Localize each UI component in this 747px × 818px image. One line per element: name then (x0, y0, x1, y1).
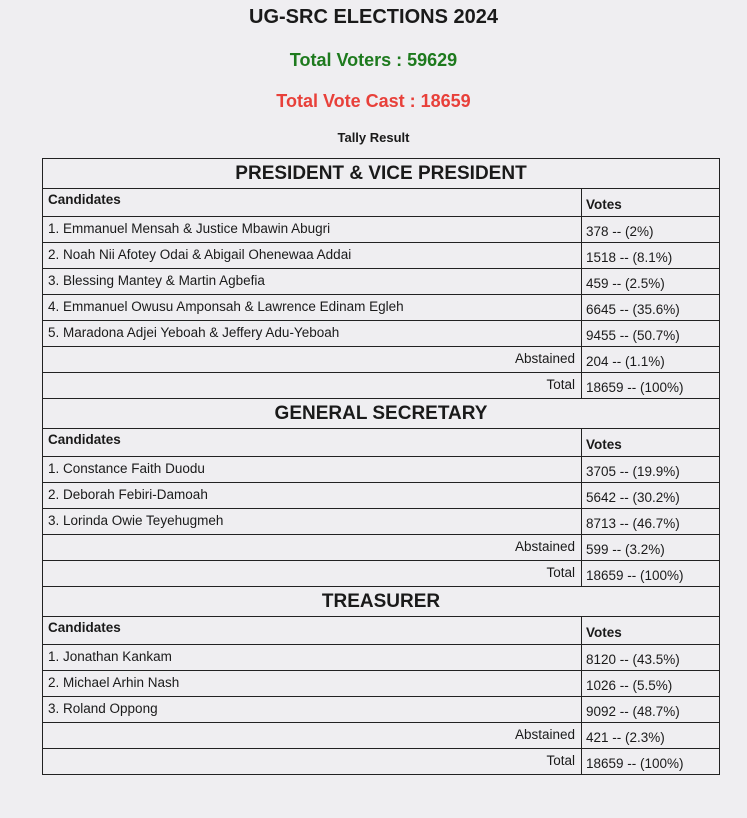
candidate-votes: 378 -- (2%) (586, 224, 654, 239)
column-header-row: Candidates Votes (43, 189, 719, 217)
section-title: GENERAL SECRETARY (43, 399, 719, 429)
table-row: 2. Noah Nii Afotey Odai & Abigail Ohenew… (43, 243, 719, 269)
total-vote-cast: Total Vote Cast : 18659 (276, 91, 471, 111)
total-row-value: 18659 -- (100%) (586, 568, 684, 583)
abstained-row-value: 204 -- (1.1%) (586, 354, 665, 369)
candidates-header: Candidates (43, 189, 582, 216)
total-row-value: 18659 -- (100%) (586, 380, 684, 395)
table-row: 2. Michael Arhin Nash 1026 -- (5.5%) (43, 671, 719, 697)
candidate-name: 2. Deborah Febiri-Damoah (43, 483, 582, 508)
votes-header: Votes (586, 625, 622, 640)
section-1: GENERAL SECRETARY Candidates Votes 1. Const… (43, 399, 719, 587)
candidate-votes: 3705 -- (19.9%) (586, 464, 680, 479)
abstained-row: Abstained 421 -- (2.3%) (43, 723, 719, 749)
candidate-name: 4. Emmanuel Owusu Amponsah & Lawrence Ed… (43, 295, 582, 320)
abstained-row-value: 599 -- (3.2%) (586, 542, 665, 557)
candidates-header: Candidates (43, 429, 582, 456)
candidate-votes: 459 -- (2.5%) (586, 276, 665, 291)
abstained-row-label: Abstained (43, 723, 582, 748)
candidate-name: 2. Noah Nii Afotey Odai & Abigail Ohenew… (43, 243, 582, 268)
candidate-votes: 9092 -- (48.7%) (586, 704, 680, 719)
total-row-label: Total (43, 561, 582, 586)
candidate-votes: 5642 -- (30.2%) (586, 490, 680, 505)
candidate-votes: 1518 -- (8.1%) (586, 250, 673, 265)
table-row: 1. Emmanuel Mensah & Justice Mbawin Abug… (43, 217, 719, 243)
total-row: Total 18659 -- (100%) (43, 373, 719, 399)
candidate-name: 5. Maradona Adjei Yeboah & Jeffery Adu-Y… (43, 321, 582, 346)
table-row: 3. Blessing Mantey & Martin Agbefia 459 -… (43, 269, 719, 295)
tally-result-label: Tally Result (337, 130, 410, 145)
candidate-name: 3. Roland Oppong (43, 697, 582, 722)
column-header-row: Candidates Votes (43, 617, 719, 645)
section-title: PRESIDENT & VICE PRESIDENT (43, 159, 719, 189)
total-row-label: Total (43, 373, 582, 398)
candidates-header: Candidates (43, 617, 582, 644)
total-voters: Total Voters : 59629 (289, 50, 458, 70)
votes-header: Votes (586, 437, 622, 452)
results-table: PRESIDENT & VICE PRESIDENT Candidates Vote… (42, 158, 720, 775)
column-header-row: Candidates Votes (43, 429, 719, 457)
table-row: 1. Jonathan Kankam 8120 -- (43.5%) (43, 645, 719, 671)
abstained-row-label: Abstained (43, 535, 582, 560)
total-row-value: 18659 -- (100%) (586, 756, 684, 771)
abstained-row-value: 421 -- (2.3%) (586, 730, 665, 745)
page-title: UG-SRC ELECTIONS 2024 (249, 6, 498, 28)
table-row: 4. Emmanuel Owusu Amponsah & Lawrence Ed… (43, 295, 719, 321)
abstained-row: Abstained 599 -- (3.2%) (43, 535, 719, 561)
table-row: 1. Constance Faith Duodu 3705 -- (19.9%) (43, 457, 719, 483)
total-row: Total 18659 -- (100%) (43, 749, 719, 775)
section-0: PRESIDENT & VICE PRESIDENT Candidates Vote… (43, 159, 719, 399)
candidate-name: 1. Emmanuel Mensah & Justice Mbawin Abug… (43, 217, 582, 242)
abstained-row-label: Abstained (43, 347, 582, 372)
candidate-name: 1. Jonathan Kankam (43, 645, 582, 670)
candidate-votes: 8713 -- (46.7%) (586, 516, 680, 531)
candidate-name: 3. Blessing Mantey & Martin Agbefia (43, 269, 582, 294)
total-row-label: Total (43, 749, 582, 774)
candidate-name: 3. Lorinda Owie Teyehugmeh (43, 509, 582, 534)
table-row: 3. Lorinda Owie Teyehugmeh 8713 -- (46.7%… (43, 509, 719, 535)
candidate-name: 1. Constance Faith Duodu (43, 457, 582, 482)
table-row: 3. Roland Oppong 9092 -- (48.7%) (43, 697, 719, 723)
abstained-row: Abstained 204 -- (1.1%) (43, 347, 719, 373)
section-title: TREASURER (43, 587, 719, 617)
candidate-name: 2. Michael Arhin Nash (43, 671, 582, 696)
candidate-votes: 1026 -- (5.5%) (586, 678, 673, 693)
votes-header: Votes (586, 197, 622, 212)
table-row: 5. Maradona Adjei Yeboah & Jeffery Adu-Y… (43, 321, 719, 347)
total-row: Total 18659 -- (100%) (43, 561, 719, 587)
table-row: 2. Deborah Febiri-Damoah 5642 -- (30.2%) (43, 483, 719, 509)
section-2: TREASURER Candidates Votes 1. Jonathan Kank… (43, 587, 719, 775)
candidate-votes: 8120 -- (43.5%) (586, 652, 680, 667)
candidate-votes: 9455 -- (50.7%) (586, 328, 680, 343)
candidate-votes: 6645 -- (35.6%) (586, 302, 680, 317)
